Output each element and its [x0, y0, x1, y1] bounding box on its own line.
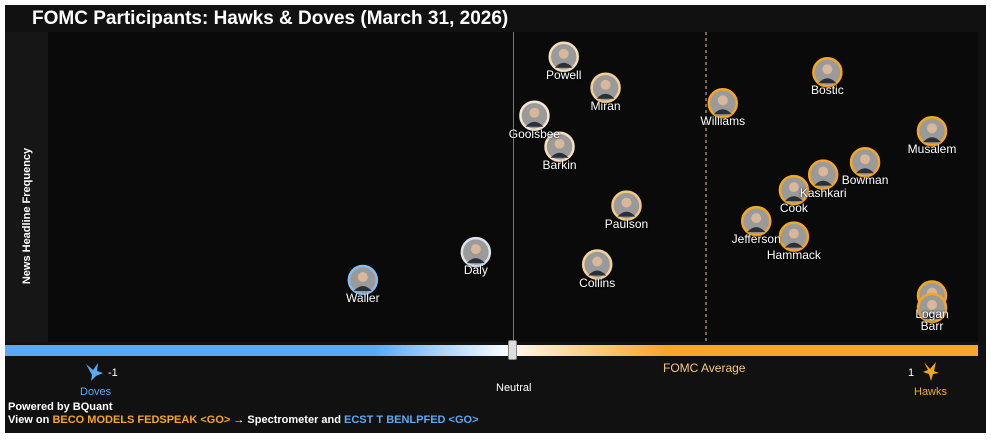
avatar-head [600, 79, 611, 90]
participant-label: Musalem [907, 142, 957, 157]
participant-marker-bowman [849, 146, 881, 178]
avatar-head [470, 244, 481, 255]
participant-label: Collins [579, 275, 616, 290]
avatar-head [788, 228, 799, 239]
avatar-head [558, 48, 569, 59]
scatter-svg [347, 32, 948, 342]
beco-command-link[interactable]: BECO MODELS FEDSPEAK <GO> [52, 414, 231, 426]
participant-marker-hammack [778, 221, 810, 252]
max-tick-label: 1 [908, 367, 915, 379]
powered-by: Powered by BQuant [8, 401, 113, 413]
neutral-slider-handle[interactable] [508, 340, 517, 360]
chart-title: FOMC Participants: Hawks & Doves (March … [32, 8, 509, 29]
participant-label: Barkin [542, 157, 577, 172]
participant-marker-cook [778, 174, 810, 206]
neutral-label: Neutral [496, 382, 532, 394]
participant-marker-paulson [611, 190, 642, 221]
participant-marker-barkin [544, 131, 575, 162]
participant-label: Kashkari [799, 185, 847, 200]
avatar-head [822, 64, 833, 75]
participant-label: Paulson [604, 216, 649, 231]
hawks-label: Hawks [914, 386, 948, 398]
participant-marker-powell [548, 41, 579, 73]
view-on-line: View on BECO MODELS FEDSPEAK <GO> → Spec… [8, 414, 479, 426]
participant-label: Waller [346, 291, 380, 305]
participant-label: Goolsbee [508, 126, 561, 141]
spectrometer-text: → Spectrometer and [233, 414, 341, 426]
avatar-head [927, 299, 937, 310]
ecst-command-link[interactable]: ECST T BENLPFED <GO> [344, 414, 479, 426]
avatar-body [554, 62, 573, 68]
avatar-body [814, 180, 833, 186]
fomc-average-label: FOMC Average [663, 361, 746, 375]
participant-label: Cook [779, 201, 808, 216]
min-tick-label: -1 [108, 367, 118, 379]
participant-label: Bowman [841, 173, 889, 188]
participant-marker-waller [347, 264, 379, 296]
avatar-head [818, 166, 829, 177]
avatar-head [788, 182, 799, 193]
avatar-head [717, 95, 728, 106]
plot-area: Waller Daly Powell Miran Goolsbee Barkin Pauls… [48, 32, 978, 342]
view-on-text: View on [8, 414, 50, 426]
avatar-body [588, 270, 607, 276]
avatar-head [751, 213, 762, 224]
participant-label: Hammack [766, 247, 821, 262]
participant-marker-goolsbee [519, 100, 550, 131]
participant-marker-daly [460, 236, 492, 268]
y-axis-strip: News Headline Frequency [5, 32, 48, 342]
avatar-head [592, 256, 603, 267]
participant-marker-musalem [916, 115, 948, 147]
avatar-head [529, 107, 540, 118]
avatar-head [357, 272, 368, 282]
avatar-body [596, 93, 615, 99]
participant-label: Logan [915, 306, 949, 321]
avatar-head [860, 154, 871, 165]
participant-label: Daly [463, 263, 488, 278]
avatar-body [617, 211, 636, 217]
participant-label: Bostic [811, 83, 844, 98]
doves-label: Doves [80, 386, 112, 398]
avatar-head [554, 138, 565, 149]
avatar-body [353, 286, 372, 291]
participant-marker-barr [916, 292, 948, 324]
participant-label: Jefferson [731, 232, 781, 247]
avatar-body [784, 196, 803, 202]
avatar-body [747, 227, 766, 233]
avatar-body [856, 168, 875, 174]
avatar-body [923, 313, 941, 319]
participant-label: Barr [920, 318, 944, 333]
avatar-body [818, 78, 837, 84]
avatar-body [713, 109, 732, 115]
participant-marker-williams [707, 88, 738, 119]
participant-label: Williams [700, 114, 746, 129]
avatar-body [466, 258, 485, 264]
avatar-head [927, 123, 937, 134]
participant-marker-jefferson [740, 205, 772, 237]
avatar-body [923, 137, 941, 143]
dove-hawk-gradient-bar [5, 345, 978, 356]
participant-label: Miran [590, 98, 621, 113]
avatar-body [525, 121, 544, 127]
avatar-head [621, 197, 632, 208]
avatar-body [784, 242, 803, 248]
participant-marker-collins [581, 249, 613, 280]
participant-marker-bostic [812, 57, 843, 88]
avatar-body [550, 152, 569, 158]
participant-marker-miran [590, 72, 621, 104]
participant-label: Powell [546, 67, 582, 82]
participant-marker-kashkari [807, 159, 839, 190]
y-axis-label: News Headline Frequency [21, 147, 33, 285]
